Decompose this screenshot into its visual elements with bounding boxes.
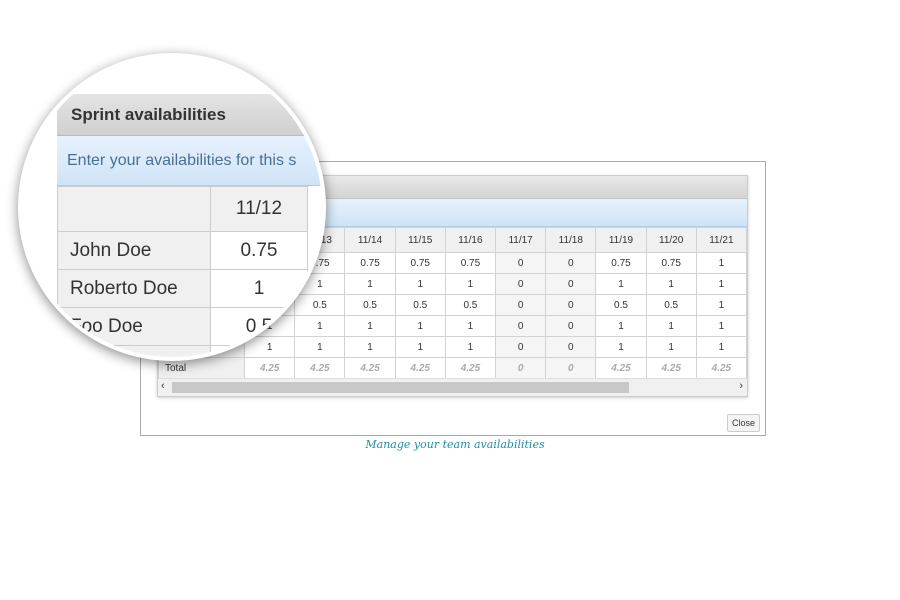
availability-cell[interactable]: 0.5 bbox=[344, 294, 396, 316]
total-cell: 0 bbox=[545, 357, 597, 379]
availability-cell[interactable]: 0.75 bbox=[444, 252, 497, 274]
availability-cell[interactable]: 0.75 bbox=[645, 252, 697, 274]
horizontal-scrollbar[interactable]: ‹ › bbox=[158, 378, 747, 396]
availability-cell[interactable]: 0.75 bbox=[344, 252, 396, 274]
availability-cell: 0 bbox=[545, 252, 597, 274]
availability-cell: 0 bbox=[495, 336, 547, 358]
row-name: John Doe bbox=[57, 231, 211, 270]
availability-cell[interactable]: 1 bbox=[210, 345, 308, 357]
availability-cell[interactable]: 1 bbox=[695, 273, 747, 295]
availability-cell[interactable]: 1 bbox=[645, 336, 697, 358]
availability-cell[interactable]: 0.5 bbox=[595, 294, 647, 316]
availability-cell[interactable]: 1 bbox=[394, 315, 446, 337]
availability-cell: 0 bbox=[495, 294, 547, 316]
availability-cell: 0 bbox=[495, 252, 547, 274]
availability-cell[interactable]: 1 bbox=[444, 336, 497, 358]
row-name: lo Doe bbox=[57, 345, 211, 357]
caption: Manage your team availabilities bbox=[365, 438, 545, 451]
availability-cell[interactable]: 1 bbox=[595, 273, 647, 295]
total-cell: 4.25 bbox=[344, 357, 396, 379]
availability-cell[interactable]: 1 bbox=[344, 315, 396, 337]
availability-cell[interactable]: 0.75 bbox=[210, 231, 308, 270]
column-header: 11/20 bbox=[645, 227, 697, 253]
dialog-title: Sprint availabilities bbox=[57, 94, 322, 136]
row-name: Foo Doe bbox=[57, 307, 211, 346]
column-header: 11/12 bbox=[210, 186, 308, 232]
availability-cell[interactable]: 1 bbox=[210, 269, 308, 308]
availability-cell[interactable]: 1 bbox=[344, 273, 396, 295]
availability-cell: 0 bbox=[495, 315, 547, 337]
total-cell: 4.25 bbox=[294, 357, 346, 379]
availability-cell[interactable]: 1 bbox=[444, 273, 497, 295]
availability-cell: 0 bbox=[545, 294, 597, 316]
availability-cell[interactable]: 1 bbox=[645, 315, 697, 337]
availability-cell[interactable]: 1 bbox=[444, 315, 497, 337]
corner-cell bbox=[57, 186, 211, 232]
availability-cell[interactable]: 0.5 bbox=[444, 294, 497, 316]
column-header: 11/18 bbox=[545, 227, 597, 253]
availability-cell[interactable]: 0.5 bbox=[210, 307, 308, 346]
total-label: Total bbox=[158, 357, 246, 379]
chevron-left-icon[interactable]: ‹ bbox=[161, 380, 165, 392]
table-row: Roberto Doe 1 bbox=[57, 269, 308, 308]
total-cell: 4.25 bbox=[595, 357, 647, 379]
availability-cell: 0 bbox=[545, 336, 597, 358]
column-header: 11/15 bbox=[394, 227, 446, 253]
column-header: 11/19 bbox=[595, 227, 647, 253]
availability-cell[interactable]: 1 bbox=[344, 336, 396, 358]
availability-cell[interactable]: 1 bbox=[695, 336, 747, 358]
availability-cell[interactable]: 1 bbox=[595, 336, 647, 358]
total-cell: 4.25 bbox=[645, 357, 697, 379]
availability-cell[interactable]: 0.5 bbox=[394, 294, 446, 316]
availability-cell: 0 bbox=[545, 315, 597, 337]
instruction-text: Enter your availabilities for this s bbox=[57, 136, 322, 186]
close-button[interactable]: Close bbox=[727, 414, 761, 432]
header-row: 11/12 bbox=[57, 186, 308, 232]
chevron-right-icon[interactable]: › bbox=[739, 380, 743, 392]
availability-cell[interactable]: 1 bbox=[645, 273, 697, 295]
availability-cell: 0 bbox=[495, 273, 547, 295]
column-header: 11/14 bbox=[344, 227, 396, 253]
availability-cell[interactable]: 0.75 bbox=[595, 252, 647, 274]
availability-cell[interactable]: 1 bbox=[394, 336, 446, 358]
table-row: Foo Doe 0.5 bbox=[57, 307, 308, 346]
total-cell: 4.25 bbox=[695, 357, 747, 379]
scrollbar-thumb[interactable] bbox=[172, 382, 629, 393]
availability-cell[interactable]: 0.5 bbox=[645, 294, 697, 316]
availability-cell: 0 bbox=[545, 273, 597, 295]
total-cell: 4.25 bbox=[444, 357, 497, 379]
availability-cell[interactable]: 1 bbox=[695, 315, 747, 337]
magnifier: Sprint availabilities Enter your availab… bbox=[18, 53, 326, 361]
column-header: 11/21 bbox=[695, 227, 747, 253]
table-row: John Doe 0.75 bbox=[57, 231, 308, 270]
availability-cell[interactable]: 0.75 bbox=[394, 252, 446, 274]
availability-cell[interactable]: 1 bbox=[695, 252, 747, 274]
row-name: Roberto Doe bbox=[57, 269, 211, 308]
availability-cell[interactable]: 1 bbox=[695, 294, 747, 316]
availability-cell[interactable]: 1 bbox=[595, 315, 647, 337]
total-cell: 4.25 bbox=[244, 357, 296, 379]
total-cell: 0 bbox=[495, 357, 547, 379]
total-cell: 4.25 bbox=[394, 357, 446, 379]
column-header: 11/16 bbox=[444, 227, 497, 253]
total-row: Total 4.25 4.25 4.25 4.25 4.25 0 0 4.25 4.25 4.25 bbox=[158, 357, 747, 379]
availability-cell[interactable]: 1 bbox=[394, 273, 446, 295]
column-header: 11/17 bbox=[495, 227, 547, 253]
